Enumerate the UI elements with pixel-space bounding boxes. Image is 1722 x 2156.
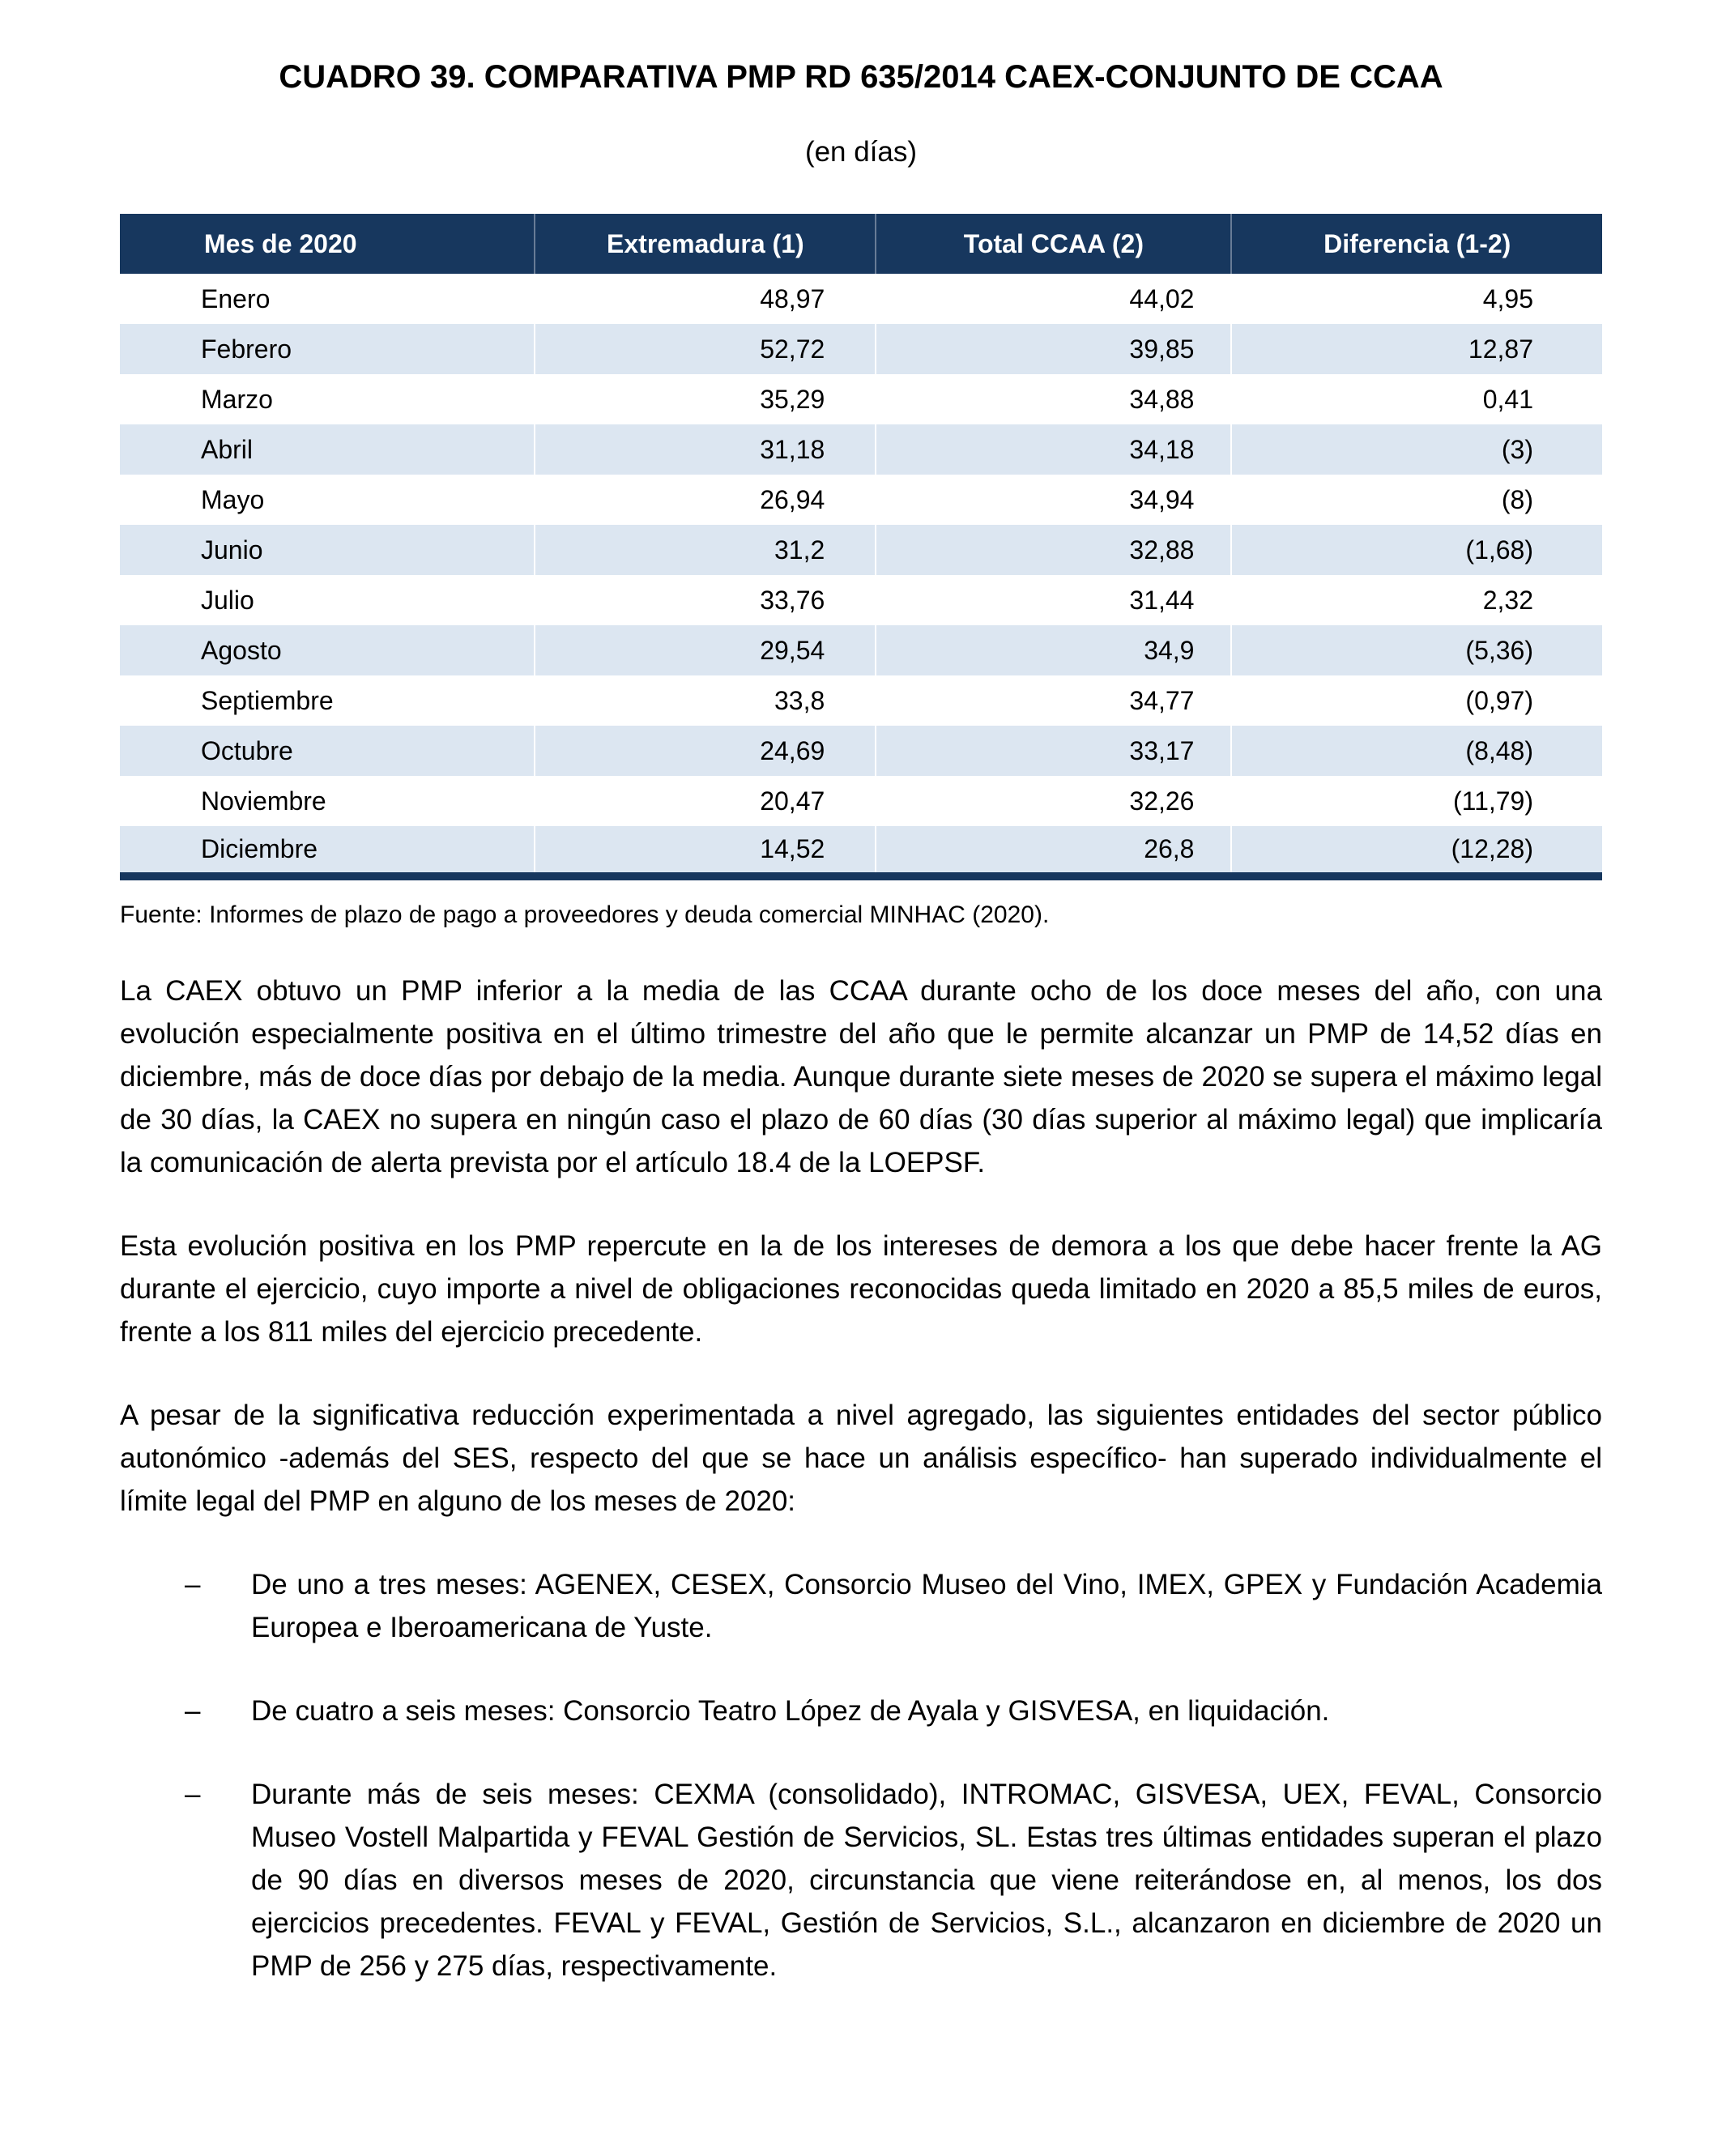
table-title: CUADRO 39. COMPARATIVA PMP RD 635/2014 C… [279, 59, 1443, 95]
value-cell: 44,02 [875, 274, 1232, 324]
paragraph-intereses-demora: Esta evolución positiva en los PMP reper… [120, 1230, 1602, 1348]
value-cell: 48,97 [534, 274, 876, 324]
month-cell: Septiembre [201, 685, 334, 715]
list-item: – De cuatro a seis meses: Consorcio Teat… [120, 1689, 1602, 1732]
header-extremadura: Extremadura (1) [534, 214, 876, 274]
document-page: CUADRO 39. COMPARATIVA PMP RD 635/2014 C… [120, 59, 1602, 1988]
entities-bullet-list: – De uno a tres meses: AGENEX, CESEX, Co… [120, 1563, 1602, 1988]
table-row: Agosto 29,54 34,9 (5,36) [120, 625, 1602, 675]
value-cell: (11,79) [1230, 776, 1602, 826]
table-row: Enero 48,97 44,02 4,95 [120, 274, 1602, 324]
value-cell: 33,17 [875, 726, 1232, 776]
value-cell: 34,94 [875, 475, 1232, 525]
list-item-text: De cuatro a seis meses: Consorcio Teatro… [251, 1695, 1330, 1727]
header-total-ccaa: Total CCAA (2) [875, 214, 1232, 274]
value-cell: (1,68) [1230, 525, 1602, 575]
value-cell: 4,95 [1230, 274, 1602, 324]
table-subtitle: (en días) [804, 136, 918, 168]
table-body: Enero 48,97 44,02 4,95 Febrero 52,72 39,85 12,8… [120, 274, 1602, 876]
value-cell: 2,32 [1230, 575, 1602, 625]
value-cell: (3) [1230, 424, 1602, 475]
table-row: Abril 31,18 34,18 (3) [120, 424, 1602, 475]
value-cell: 31,44 [875, 575, 1232, 625]
month-cell: Marzo [201, 384, 273, 414]
value-cell: 32,26 [875, 776, 1232, 826]
month-cell: Junio [201, 535, 263, 565]
header-month: Mes de 2020 [120, 214, 535, 274]
list-item-text: De uno a tres meses: AGENEX, CESEX, Cons… [251, 1569, 1602, 1643]
list-item: – Durante más de seis meses: CEXMA (cons… [120, 1773, 1602, 1988]
value-cell: (12,28) [1230, 826, 1602, 876]
table-row: Julio 33,76 31,44 2,32 [120, 575, 1602, 625]
value-cell: 33,76 [534, 575, 876, 625]
list-item: – De uno a tres meses: AGENEX, CESEX, Co… [120, 1563, 1602, 1649]
paragraph-entidades-intro: A pesar de la significativa reducción ex… [120, 1400, 1602, 1517]
dash-bullet-icon: – [185, 1569, 201, 1600]
value-cell: 26,8 [875, 826, 1232, 876]
source-note: Fuente: Informes de plazo de pago a prov… [120, 901, 1050, 928]
header-diferencia: Diferencia (1-2) [1230, 214, 1602, 274]
month-cell: Enero [201, 283, 271, 313]
month-cell: Mayo [201, 484, 265, 514]
month-cell: Agosto [201, 635, 282, 665]
value-cell: 20,47 [534, 776, 876, 826]
value-cell: (5,36) [1230, 625, 1602, 675]
table-row: Marzo 35,29 34,88 0,41 [120, 374, 1602, 424]
value-cell: (0,97) [1230, 675, 1602, 726]
table-header-row: Mes de 2020 Extremadura (1) Total CCAA (… [120, 214, 1602, 274]
dash-bullet-icon: – [185, 1779, 201, 1810]
dash-bullet-icon: – [185, 1695, 201, 1727]
value-cell: 35,29 [534, 374, 876, 424]
table-row: Septiembre 33,8 34,77 (0,97) [120, 675, 1602, 726]
value-cell: 31,18 [534, 424, 876, 475]
value-cell: 34,18 [875, 424, 1232, 475]
month-cell: Octubre [201, 735, 293, 765]
month-cell: Julio [201, 585, 254, 615]
value-cell: (8,48) [1230, 726, 1602, 776]
value-cell: 14,52 [534, 826, 876, 876]
month-cell: Diciembre [201, 834, 318, 863]
table-row: Noviembre 20,47 32,26 (11,79) [120, 776, 1602, 826]
month-cell: Abril [201, 434, 254, 464]
table-row: Junio 31,2 32,88 (1,68) [120, 525, 1602, 575]
value-cell: 33,8 [534, 675, 876, 726]
value-cell: 34,9 [875, 625, 1232, 675]
paragraph-pmp-evolution: La CAEX obtuvo un PMP inferior a la medi… [120, 975, 1602, 1178]
value-cell: 26,94 [534, 475, 876, 525]
list-item-text: Durante más de seis meses: CEXMA (consol… [251, 1779, 1602, 1982]
value-cell: 12,87 [1230, 324, 1602, 374]
table-row: Octubre 24,69 33,17 (8,48) [120, 726, 1602, 776]
month-cell: Febrero [201, 334, 292, 364]
pmp-comparison-table: Mes de 2020 Extremadura (1) Total CCAA (… [120, 214, 1602, 880]
month-cell: Noviembre [201, 786, 326, 816]
value-cell: 24,69 [534, 726, 876, 776]
value-cell: 29,54 [534, 625, 876, 675]
table-row: Febrero 52,72 39,85 12,87 [120, 324, 1602, 374]
value-cell: 34,77 [875, 675, 1232, 726]
value-cell: 34,88 [875, 374, 1232, 424]
value-cell: 52,72 [534, 324, 876, 374]
table-row: Mayo 26,94 34,94 (8) [120, 475, 1602, 525]
value-cell: 0,41 [1230, 374, 1602, 424]
value-cell: 31,2 [534, 525, 876, 575]
value-cell: 39,85 [875, 324, 1232, 374]
table-row: Diciembre 14,52 26,8 (12,28) [120, 826, 1602, 876]
value-cell: 32,88 [875, 525, 1232, 575]
value-cell: (8) [1230, 475, 1602, 525]
